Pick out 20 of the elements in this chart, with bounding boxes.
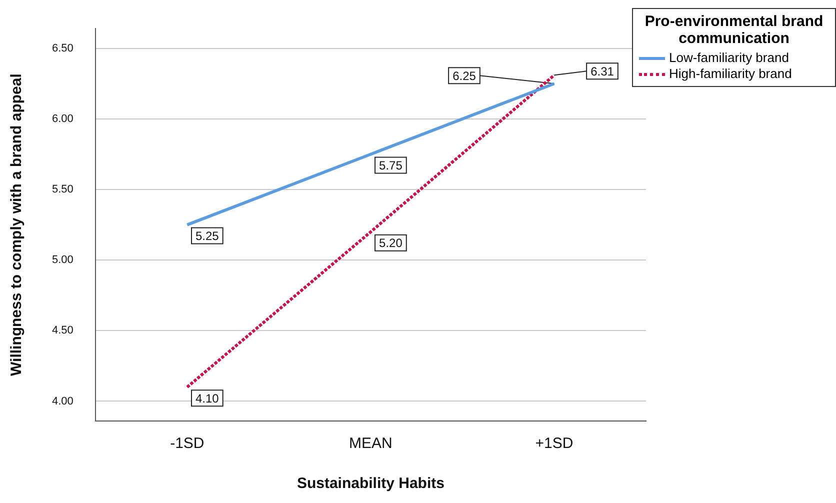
x-tick-label: -1SD — [170, 435, 204, 452]
annotation: 6.31 — [590, 64, 614, 78]
annotation: 6.25 — [452, 68, 476, 83]
data-label: 5.25 — [195, 229, 220, 244]
y-tick-label: 5.50 — [52, 184, 74, 196]
x-tick-label: +1SD — [535, 435, 574, 452]
x-tick-label: MEAN — [349, 435, 392, 452]
x-axis-title: Sustainability Habits — [296, 475, 444, 492]
legend-title: Pro-environmental brand communication — [644, 13, 824, 47]
data-label: 5.75 — [379, 158, 403, 173]
data-label: 4.10 — [195, 391, 220, 406]
y-axis-title: Willingness to comply with a brand appeal — [8, 74, 26, 376]
y-tick-label: 5.00 — [52, 254, 74, 266]
y-tick-label: 6.00 — [52, 112, 74, 125]
legend-label: High-familiarity brand — [669, 66, 792, 82]
y-tick-label: 4.50 — [52, 324, 74, 337]
data-label: 5.20 — [379, 236, 403, 250]
y-tick-label: 4.00 — [52, 395, 74, 408]
y-tick-label: 6.50 — [52, 42, 74, 54]
legend-label: Low-familiarity brand — [669, 50, 789, 66]
